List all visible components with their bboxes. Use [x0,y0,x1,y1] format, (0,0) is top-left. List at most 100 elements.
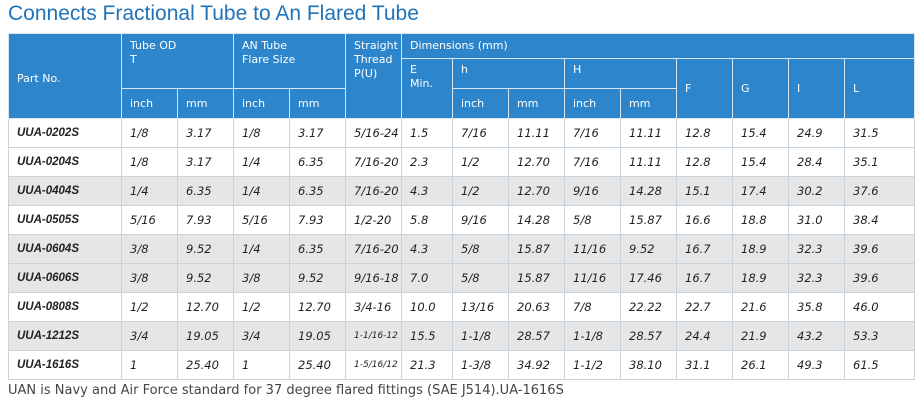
table-cell: 21.6 [732,292,789,322]
table-cell: 22.7 [676,292,733,322]
table-cell: 25.40 [289,350,346,380]
table-cell: 12.8 [676,118,733,148]
table-cell: 7/16 [564,118,621,148]
table-cell: 9/16 [452,205,509,235]
table-cell: 5/16 [121,205,178,235]
table-cell: 31.5 [843,118,916,148]
table-cell: 1/8 [121,147,178,177]
table-cell: 25.40 [177,350,234,380]
table-cell: 16.6 [676,205,733,235]
table-cell: 15.87 [508,234,565,264]
header-straight-line2: Thread [354,53,393,66]
header-an-tube-inch: inch [233,88,290,119]
table-cell: 5/8 [564,205,621,235]
table-cell: 3/4 [233,321,290,351]
table-cell: 17.4 [732,176,789,206]
table-cell: 7.93 [289,205,346,235]
part-number-cell: UUA-0202S [8,118,122,148]
table-cell: 39.6 [843,234,916,264]
table-cell: 15.4 [732,147,789,177]
part-number-cell: UUA-0604S [8,234,122,264]
table-cell: 1/4 [233,176,290,206]
table-cell: 1-5/16/12 [345,350,402,380]
header-tube-od-mm: mm [177,88,234,119]
part-number-cell: UUA-0505S [8,205,122,235]
table-cell: 3/8 [121,234,178,264]
header-h-lower: h [452,58,565,89]
table-cell: 4.3 [401,234,453,264]
table-cell: 7/16-20 [345,176,402,206]
table-cell: 5/16 [233,205,290,235]
part-number-cell: UUA-0606S [8,263,122,293]
header-e-line1: E [410,63,417,76]
table-cell: 12.70 [177,292,234,322]
table-cell: 1/2 [452,176,509,206]
header-tube-od-inch: inch [121,88,178,119]
footnote: UAN is Navy and Air Force standard for 3… [8,383,564,398]
table-row: UUA-1616S 1 25.40 1 25.40 1-5/16/12 21.3… [8,350,916,380]
table-cell: 12.70 [508,176,565,206]
table-cell: 14.28 [620,176,677,206]
table-cell: 12.70 [508,147,565,177]
table-cell: 11.11 [508,118,565,148]
part-number-cell: UUA-0404S [8,176,122,206]
table-cell: 24.9 [788,118,845,148]
table-cell: 15.87 [508,263,565,293]
table-cell: 5/8 [452,234,509,264]
header-an-tube-mm: mm [289,88,346,119]
header-an-tube: AN Tube Flare Size [233,33,346,89]
table-cell: 3.17 [177,147,234,177]
header-e-min: E Min. [401,58,453,119]
table-cell: 7.93 [177,205,234,235]
table-cell: 1/2 [452,147,509,177]
table-cell: 3/8 [233,263,290,293]
header-straight-thread: Straight Thread P(U) [345,33,402,119]
table-cell: 19.05 [177,321,234,351]
table-cell: 1.5 [401,118,453,148]
table-row: UUA-0202S 1/8 3.17 1/8 3.17 5/16-24 1.5 … [8,118,916,148]
table-cell: 1-1/16-12 [345,321,402,351]
table-cell: 19.05 [289,321,346,351]
table-cell: 32.3 [788,263,845,293]
header-tube-od-line2: T [130,53,137,66]
table-cell: 1/2 [121,292,178,322]
table-cell: 13/16 [452,292,509,322]
table-cell: 7/16-20 [345,234,402,264]
table-cell: 35.8 [788,292,845,322]
table-cell: 49.3 [788,350,845,380]
table-cell: 9.52 [289,263,346,293]
table-cell: 9/16-18 [345,263,402,293]
table-cell: 9.52 [177,234,234,264]
header-tube-od-line1: Tube OD [130,39,177,52]
page-title: Connects Fractional Tube to An Flared Tu… [8,2,419,25]
table-cell: 26.1 [732,350,789,380]
table-cell: 9/16 [564,176,621,206]
table-cell: 9.52 [177,263,234,293]
table-cell: 15.87 [620,205,677,235]
table-row: UUA-0604S 3/8 9.52 1/4 6.35 7/16-20 4.3 … [8,234,916,264]
header-an-tube-line2: Flare Size [242,53,296,66]
table-cell: 7/16-20 [345,147,402,177]
header-h-lower-inch: inch [452,88,509,119]
table-cell: 9.52 [620,234,677,264]
table-cell: 1-1/8 [564,321,621,351]
table-cell: 7.0 [401,263,453,293]
table-cell: 6.35 [289,147,346,177]
table-cell: 34.92 [508,350,565,380]
table-cell: 21.9 [732,321,789,351]
table-cell: 1-1/2 [564,350,621,380]
table-row: UUA-1212S 3/4 19.05 3/4 19.05 1-1/16-12 … [8,321,916,351]
table-cell: 12.70 [289,292,346,322]
table-cell: 28.4 [788,147,845,177]
table-cell: 5/8 [452,263,509,293]
table-cell: 10.0 [401,292,453,322]
table-cell: 39.6 [843,263,916,293]
header-f: F [676,58,733,119]
table-cell: 38.10 [620,350,677,380]
header-dimensions: Dimensions (mm) [400,33,916,59]
table-cell: 1/4 [121,176,178,206]
header-h-upper: H [564,58,677,89]
table-cell: 16.7 [676,234,733,264]
table-cell: 1-3/8 [452,350,509,380]
table-cell: 11.11 [620,118,677,148]
